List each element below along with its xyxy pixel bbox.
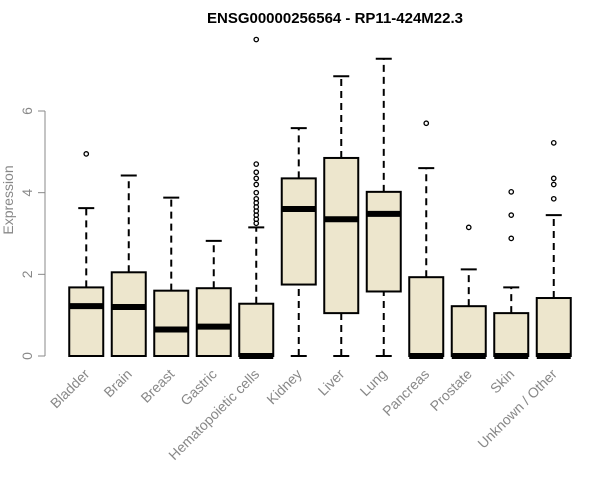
x-label-bladder: Bladder	[47, 366, 93, 412]
y-tick-label: 6	[19, 107, 35, 115]
box-iqr	[408, 276, 445, 358]
y-axis-label: Expression	[0, 165, 16, 234]
box-lung	[365, 57, 402, 357]
box-pancreas	[408, 120, 445, 359]
outlier-point	[83, 151, 90, 157]
box-bladder	[68, 151, 105, 357]
outlier-point	[253, 195, 260, 202]
y-axis: 0 2 4 6	[19, 107, 46, 360]
box-gastric	[195, 239, 232, 358]
box-iqr	[323, 156, 360, 315]
y-tick-label: 0	[19, 352, 35, 360]
box-iqr	[110, 271, 147, 357]
outlier-point	[253, 175, 260, 182]
x-label-pancreas: Pancreas	[379, 366, 432, 419]
x-label-liver: Liver	[315, 366, 348, 399]
box-skin	[493, 189, 530, 359]
outlier-point	[550, 175, 557, 182]
box-unknown-other	[535, 140, 572, 359]
box-prostate	[450, 224, 487, 359]
chart-title: ENSG00000256564 - RP11-424M22.3	[207, 10, 463, 27]
outlier-point	[253, 189, 260, 196]
outlier-point	[550, 181, 557, 188]
box-hematopoietic-cells	[238, 36, 275, 359]
box-iqr	[238, 302, 275, 358]
outlier-point	[508, 189, 515, 195]
outlier-point	[253, 169, 260, 176]
outlier-point	[253, 181, 260, 188]
box-iqr	[450, 305, 487, 357]
box-brain	[110, 174, 147, 357]
box-iqr	[195, 287, 232, 358]
outlier-point	[423, 120, 430, 127]
y-tick-label: 4	[19, 189, 35, 197]
outlier-point	[465, 224, 472, 231]
x-label-breast: Breast	[137, 366, 177, 406]
box-kidney	[280, 127, 317, 357]
outlier-point	[550, 195, 557, 202]
box-iqr	[68, 286, 105, 357]
box-iqr	[493, 312, 530, 357]
box-iqr	[365, 190, 402, 293]
boxes	[68, 36, 572, 359]
box-liver	[323, 75, 360, 357]
outlier-point	[253, 36, 260, 43]
x-label-kidney: Kidney	[263, 366, 305, 408]
x-label-prostate: Prostate	[427, 366, 475, 414]
y-tick-label: 2	[19, 270, 35, 278]
box-iqr	[535, 297, 572, 357]
outlier-point	[253, 161, 260, 167]
x-label-brain: Brain	[100, 366, 134, 400]
x-label-skin: Skin	[487, 366, 518, 397]
box-iqr	[280, 177, 317, 286]
box-breast	[153, 196, 190, 357]
outlier-point	[550, 140, 557, 146]
x-label-unknown-other: Unknown / Other	[474, 366, 560, 452]
outlier-point	[508, 212, 515, 218]
box-iqr	[153, 289, 190, 357]
outlier-point	[508, 235, 515, 242]
x-label-lung: Lung	[357, 366, 390, 399]
